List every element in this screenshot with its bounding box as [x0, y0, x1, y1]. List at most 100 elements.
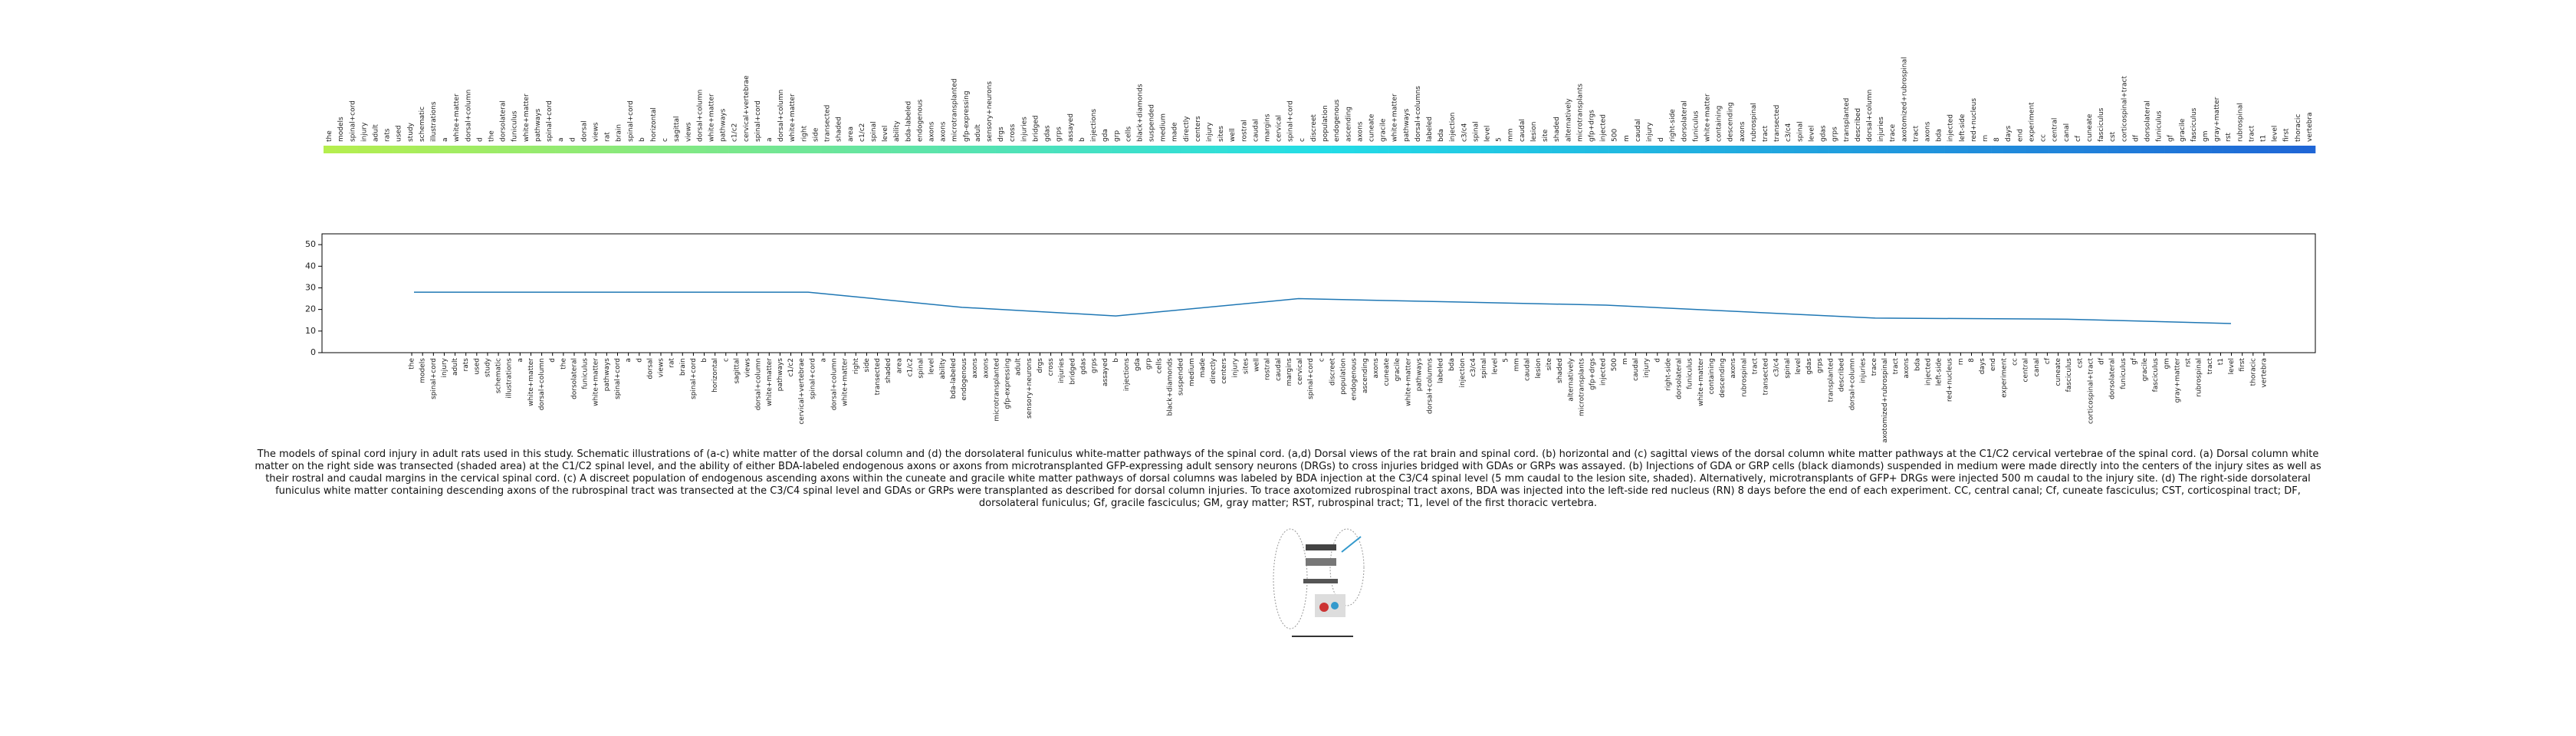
token-cell — [2026, 146, 2038, 153]
x-tick-label: red+nucleus — [1947, 358, 1954, 402]
token-cell — [867, 146, 880, 153]
token-label: central — [2052, 118, 2059, 142]
x-tick-label: dorsal+column — [831, 358, 839, 410]
x-tick-label: rst — [2185, 358, 2193, 367]
token-cell — [2130, 146, 2142, 153]
token-label: white+matter — [789, 94, 797, 142]
token-cell — [740, 146, 753, 153]
token-label: the — [488, 130, 496, 142]
x-tick-label: endogenous — [1351, 358, 1359, 401]
x-tick-label: fasciculus — [2152, 358, 2160, 393]
token-label: t1 — [2260, 135, 2268, 142]
token-cell — [439, 146, 452, 153]
token-cell — [2095, 146, 2108, 153]
x-tick-label: tract — [2206, 358, 2214, 375]
x-tick-label: bda — [1448, 358, 1456, 371]
x-tick-label: directly — [1210, 357, 1217, 383]
token-label: side — [812, 127, 820, 142]
x-tick-label: injected — [1600, 358, 1608, 386]
token-label: gracile — [1380, 118, 1388, 142]
token-label: models — [337, 117, 345, 142]
token-label: right — [800, 125, 808, 142]
y-tick-label: 50 — [305, 239, 316, 249]
token-label: schematic — [419, 107, 426, 142]
token-cell — [1296, 146, 1309, 153]
token-label: c1/c2 — [859, 123, 866, 142]
token-label: injury — [360, 122, 368, 142]
x-tick-label: cc — [2011, 358, 2019, 366]
token-cell — [1064, 146, 1077, 153]
x-tick-label: injury — [441, 357, 449, 377]
token-label: shaded — [1553, 117, 1561, 142]
token-cell — [1030, 146, 1042, 153]
x-tick-label: rubrospinal — [1740, 358, 1748, 397]
token-cell — [1238, 146, 1250, 153]
diagram-line — [1341, 536, 1362, 553]
token-label: labeled — [1426, 117, 1434, 142]
token-cell — [1504, 146, 1517, 153]
token-cell — [358, 146, 370, 153]
x-tick-label: spinal — [918, 358, 925, 379]
x-tick-label: level — [928, 358, 936, 374]
token-cell — [2164, 146, 2177, 153]
x-tick-label: described — [1838, 358, 1845, 392]
token-cell — [1284, 146, 1297, 153]
token-label: axons — [1356, 121, 1364, 142]
x-tick-label: d — [549, 358, 557, 363]
diagram-block — [1315, 594, 1346, 617]
x-tick-label: gf — [2131, 357, 2138, 365]
x-tick-label: grps — [1816, 358, 1824, 373]
token-label: tract — [2248, 125, 2256, 142]
x-tick-label: level — [1795, 358, 1802, 374]
x-tick-label: the — [409, 358, 416, 370]
token-cell — [821, 146, 833, 153]
token-cell — [613, 146, 626, 153]
y-tick-label: 10 — [305, 326, 316, 336]
token-label: rostral — [1240, 120, 1248, 142]
token-cell — [1701, 146, 1714, 153]
x-tick-label: gracile — [2141, 358, 2149, 382]
x-tick-label: c3/c4 — [1773, 358, 1781, 377]
x-tick-label: pathways — [777, 358, 784, 392]
x-tick-label: cst — [2076, 358, 2084, 369]
token-label: cuneate — [2086, 113, 2094, 142]
token-cell — [335, 146, 347, 153]
token-cell — [1122, 146, 1135, 153]
token-label: funiculus — [511, 110, 519, 142]
token-label: dorsal+columns — [1414, 86, 1422, 142]
x-tick-label: transplanted — [1827, 358, 1835, 402]
x-tick-label: dorsal+column — [538, 358, 546, 410]
x-tick-label: ascending — [1362, 358, 1369, 393]
token-cell — [1041, 146, 1053, 153]
x-tick-label: white+matter — [593, 358, 600, 406]
token-label: alternatively — [1565, 98, 1572, 142]
x-tick-label: a — [517, 358, 524, 363]
token-cell — [775, 146, 787, 153]
token-cell — [960, 146, 973, 153]
token-label: level — [2272, 126, 2279, 142]
x-tick-label: white+matter — [527, 358, 535, 406]
token-cell — [763, 146, 776, 153]
token-label: bda-labeled — [905, 101, 912, 142]
token-cell — [2003, 146, 2015, 153]
token-label: gda — [1102, 129, 1109, 142]
token-label: m — [1623, 135, 1631, 142]
token-cell — [728, 146, 741, 153]
token-cell — [2141, 146, 2154, 153]
token-label: study — [407, 122, 415, 142]
x-tick-label: dorsolateral — [570, 358, 578, 399]
token-cell — [1342, 146, 1355, 153]
token-cell — [1655, 146, 1668, 153]
x-tick-label: white+matter — [1697, 358, 1705, 406]
chart: the models spinal+cord injury adult rats used s… — [305, 57, 2316, 443]
token-cell — [624, 146, 637, 153]
x-tick-label: gray+matter — [2174, 358, 2181, 403]
x-tick-label: c3/c4 — [1470, 358, 1477, 377]
token-cell — [1794, 146, 1806, 153]
x-tick-label: axons — [1903, 358, 1911, 379]
x-tick-label: used — [473, 358, 481, 375]
x-tick-label: experiment — [2000, 358, 2008, 398]
token-label: gf — [2167, 134, 2175, 142]
x-tick-label: suspended — [1178, 358, 1185, 396]
token-label: rats — [384, 128, 392, 142]
